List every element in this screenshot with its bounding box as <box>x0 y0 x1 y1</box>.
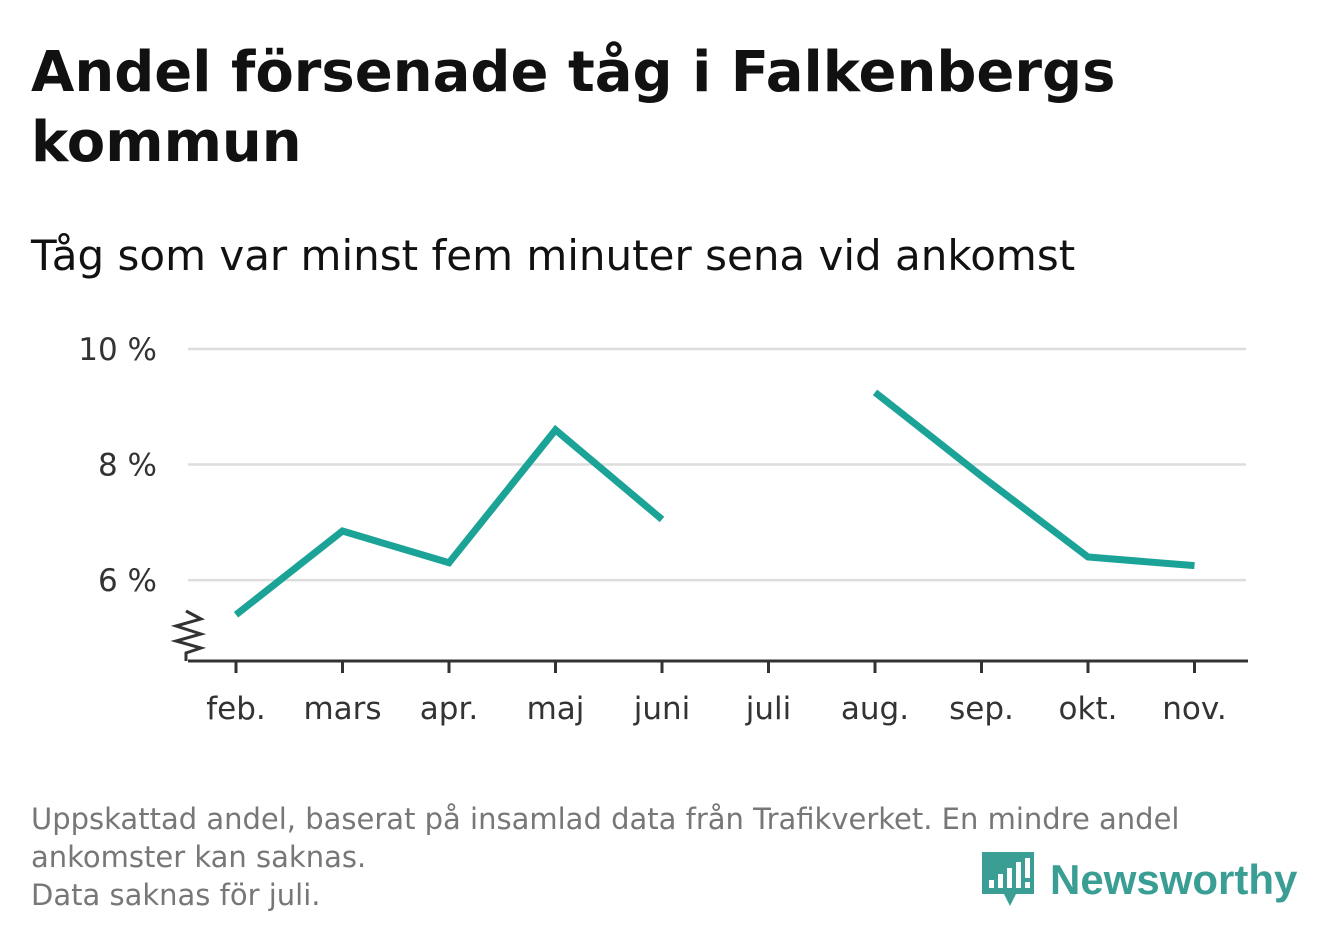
x-tick-label: mars <box>303 691 381 727</box>
x-tick-label: nov. <box>1162 691 1226 727</box>
y-axis-ticks: 6 % 8 % 10 % <box>78 332 157 599</box>
series-line-segment <box>872 389 1195 570</box>
footnote-line-3: Data saknas för juli. <box>31 878 321 912</box>
axis-break-icon <box>170 609 207 661</box>
x-axis-ticks: feb. mars apr. maj juni juli aug. sep. okt. nov. <box>206 661 1227 727</box>
logo-text: Newsworthy <box>1050 856 1298 903</box>
y-tick-label: 10 % <box>78 332 157 368</box>
x-tick-label: aug. <box>841 691 909 727</box>
y-tick-label: 8 % <box>98 448 157 484</box>
newsworthy-bar-chart-icon <box>982 852 1034 906</box>
series-line-segment <box>233 424 665 618</box>
y-tick-label: 6 % <box>98 563 157 599</box>
chart-subtitle: Tåg som var minst fem minuter sena vid a… <box>31 231 1076 280</box>
x-tick-label: juli <box>745 691 792 727</box>
footnote: Uppskattad andel, baserat på insamlad da… <box>31 800 1281 914</box>
footnote-line-1: Uppskattad andel, baserat på insamlad da… <box>31 802 1180 836</box>
series-layer <box>233 389 1195 618</box>
x-tick-label: juni <box>633 691 691 727</box>
line-chart: 6 % 8 % 10 % feb. mars apr. maj juni juli aug. se… <box>78 332 1248 727</box>
x-tick-label: maj <box>527 691 585 727</box>
footnote-line-2: ankomster kan saknas. <box>31 840 367 874</box>
x-tick-label: feb. <box>206 691 266 727</box>
x-axis <box>170 609 1248 663</box>
gridlines <box>188 347 1246 582</box>
x-tick-label: okt. <box>1059 691 1118 727</box>
x-tick-label: sep. <box>949 691 1014 727</box>
x-tick-label: apr. <box>420 691 478 727</box>
newsworthy-logo: Newsworthy <box>980 850 1297 910</box>
chart-title: Andel försenade tåg i Falkenbergs kommun <box>31 40 1116 175</box>
